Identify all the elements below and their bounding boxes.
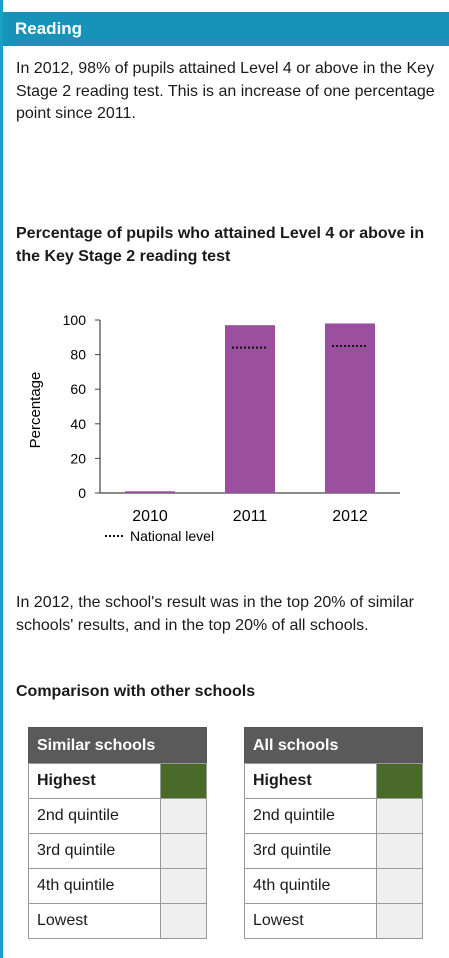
quintile-indicator-selected [376,763,423,799]
table-row: Highest [28,763,207,799]
table-row: 3rd quintile [244,833,423,869]
comparison-title: Comparison with other schools [16,683,256,700]
table-row: 2nd quintile [28,798,207,834]
similar-schools-header: Similar schools [28,727,207,764]
y-tick-label: 0 [78,485,86,501]
y-tick-label: 80 [70,347,86,363]
section-header: Reading [3,12,449,46]
similar-schools-table: Similar schools Highest 2nd quintile 3rd… [28,727,207,939]
quintile-indicator-selected [160,763,207,799]
x-tick-label: 2010 [132,508,168,525]
bar-2011 [225,325,275,493]
x-tick-label: 2011 [233,508,268,525]
result-text: In 2012, the school's result was in the … [16,594,414,634]
row-label: Lowest [28,903,161,939]
row-label: 2nd quintile [28,798,161,834]
row-label: Highest [244,763,377,799]
quintile-indicator [376,868,423,904]
chart-title: Percentage of pupils who attained Level … [16,225,425,265]
table-row: Lowest [28,903,207,939]
quintile-indicator [376,798,423,834]
row-label: 4th quintile [244,868,377,904]
table-row: Lowest [244,903,423,939]
bar-2010 [125,491,175,493]
quintile-indicator [376,903,423,939]
quintile-indicator [160,868,207,904]
y-tick-label: 40 [70,416,86,432]
table-row: 2nd quintile [244,798,423,834]
table-row: 4th quintile [28,868,207,904]
row-label: 2nd quintile [244,798,377,834]
row-label: Highest [28,763,161,799]
y-axis-label: Percentage [27,372,44,449]
row-label: 3rd quintile [244,833,377,869]
all-schools-table: All schools Highest 2nd quintile 3rd qui… [244,727,423,939]
left-accent-rule [0,0,3,958]
quintile-indicator [160,833,207,869]
x-tick-label: 2012 [332,508,368,525]
all-schools-header: All schools [244,727,423,764]
row-label: 3rd quintile [28,833,161,869]
table-row: 4th quintile [244,868,423,904]
y-tick-label: 20 [70,450,86,466]
quintile-indicator [160,903,207,939]
table-row: Highest [244,763,423,799]
bar-chart: 0 20 40 60 80 100 Percentage 2010 2011 2012 Nat… [27,312,400,544]
y-tick-label: 60 [70,381,86,397]
bar-2012 [325,323,375,493]
row-label: Lowest [244,903,377,939]
intro-text: In 2012, 98% of pupils attained Level 4 … [16,60,435,122]
quintile-indicator [160,798,207,834]
row-label: 4th quintile [28,868,161,904]
table-row: 3rd quintile [28,833,207,869]
quintile-indicator [376,833,423,869]
legend-national-label: National level [130,528,214,544]
y-tick-label: 100 [63,312,87,328]
